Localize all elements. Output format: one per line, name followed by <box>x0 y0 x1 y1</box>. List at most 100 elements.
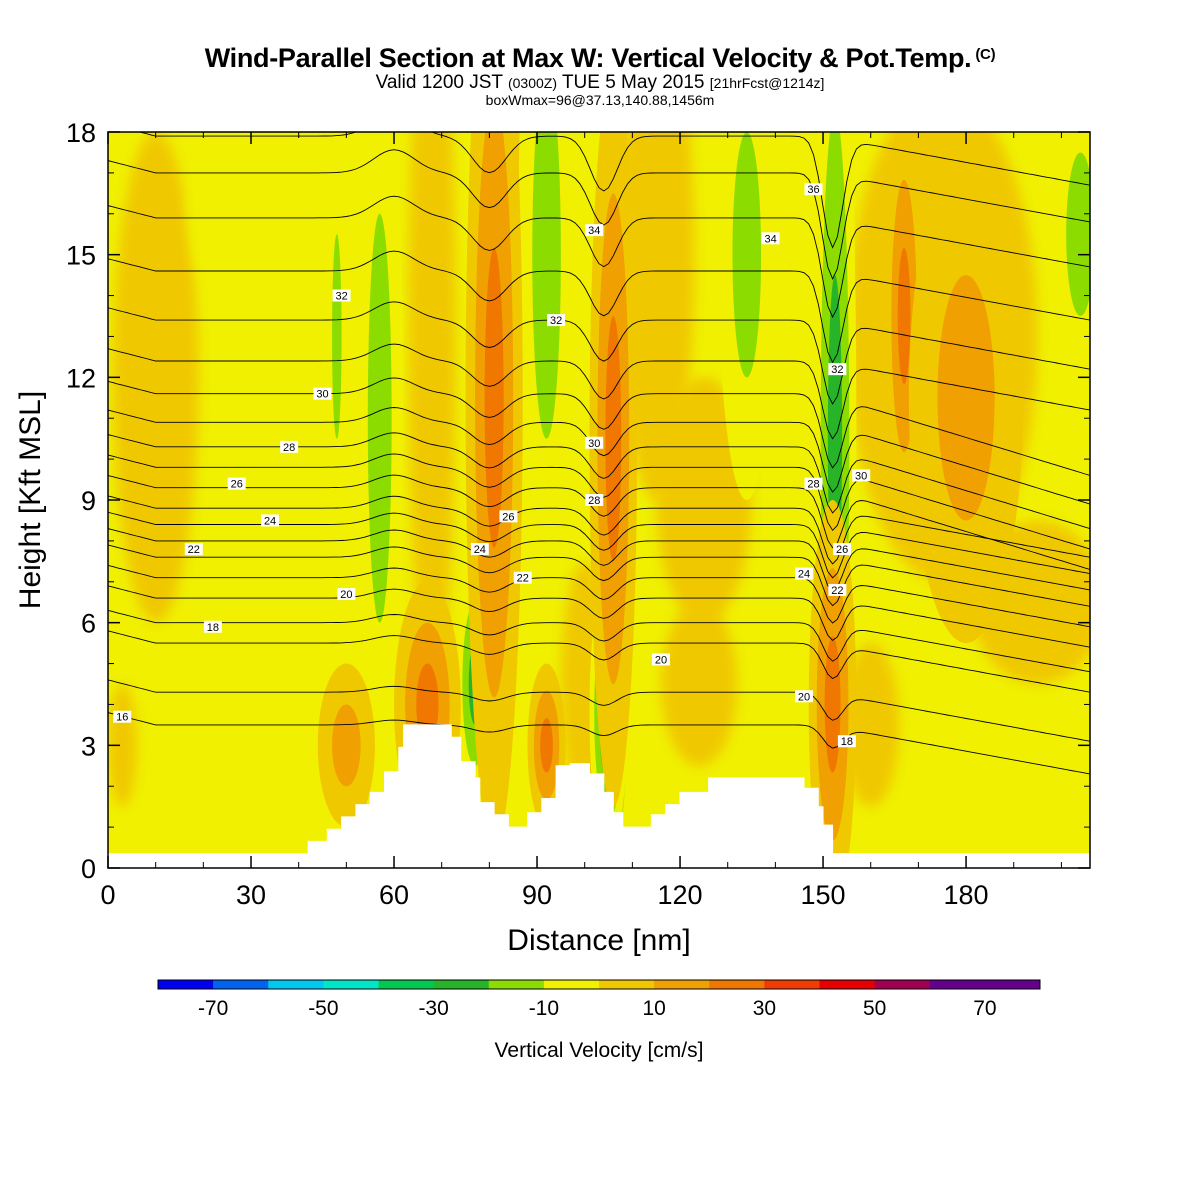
downdraft-cell <box>1066 152 1090 316</box>
colorbar-swatch <box>874 980 931 989</box>
colorbar-tick-label: 30 <box>753 997 776 1020</box>
contour-label: 18 <box>207 622 219 634</box>
contour-label: 24 <box>474 544 486 556</box>
contour-label-box <box>313 387 332 400</box>
colorbar-tick-label: 70 <box>973 997 996 1020</box>
contour-label: 32 <box>550 315 562 327</box>
contour-label-box <box>280 440 299 453</box>
contour-label: 30 <box>855 470 867 482</box>
isentrope-line <box>108 377 1090 476</box>
downdraft-cell <box>732 132 762 378</box>
updraft-cell <box>332 704 361 787</box>
isentrope-line <box>108 679 1090 742</box>
colorbar-swatch <box>929 980 986 989</box>
colorbar-swatch <box>323 980 379 989</box>
contour-label-box <box>761 232 780 245</box>
contour-label-box <box>852 469 871 482</box>
y-tick-label: 9 <box>81 486 96 516</box>
box-wmax-line: boxWmax=96@37.13,140.88,1456m <box>485 92 715 108</box>
colorbar-swatch <box>819 980 876 989</box>
x-axis-label: Distance [nm] <box>507 924 690 957</box>
y-tick-label: 0 <box>81 854 96 884</box>
contour-label-box <box>804 477 823 490</box>
plot-area: 16 18 20 22 24 26 28 30 32 24 26 22 32 34 30 28 20 34 36 32… <box>108 132 1090 868</box>
velocity-region <box>656 377 752 623</box>
downdraft-cell <box>532 132 561 439</box>
contour-label: 36 <box>807 184 819 196</box>
y-tick-label: 18 <box>66 118 96 148</box>
contour-label: 26 <box>502 511 514 523</box>
velocity-region <box>842 643 900 807</box>
x-tick-label: 180 <box>944 880 989 910</box>
colorbar-tick-label: 10 <box>642 997 665 1020</box>
valid-prefix: Valid 1200 JST <box>375 72 503 93</box>
colorbar-tick-label: 50 <box>863 997 886 1020</box>
contour-label-box <box>837 735 856 748</box>
contour-label-box <box>547 314 566 327</box>
isentrope-line <box>108 195 1090 319</box>
contour-label-box <box>499 510 518 523</box>
isentrope-line <box>137 132 1090 249</box>
colorbar-swatch <box>158 980 214 989</box>
contour-label-box <box>585 224 604 237</box>
terrain <box>108 724 1090 868</box>
contour-label-box <box>828 363 847 376</box>
contour-label-box <box>513 571 532 584</box>
isentrope-line <box>108 564 1090 628</box>
y-tick-label: 12 <box>66 363 96 393</box>
contour-label: 22 <box>517 573 529 585</box>
colorbar-tick-label: -30 <box>418 997 448 1020</box>
valid-utc: (0300Z) <box>507 75 557 91</box>
y-tick-label: 3 <box>81 731 96 761</box>
contour-label: 32 <box>335 291 347 303</box>
colorbar-swatch <box>599 980 655 989</box>
contour-label-box <box>585 436 604 449</box>
colorbar-swatch <box>984 980 1041 989</box>
contour-label: 22 <box>188 544 200 556</box>
isentrope-line <box>108 474 1090 570</box>
isentrope-line <box>108 250 1090 364</box>
colorbar-label: Vertical Velocity [cm/s] <box>495 1039 704 1062</box>
isentrope-line <box>108 528 1090 593</box>
contour-label: 34 <box>764 233 776 245</box>
contour-label-box <box>332 289 351 302</box>
colorbar-swatch <box>764 980 820 989</box>
isentrope-line <box>108 432 1090 530</box>
contour-label-box <box>337 588 356 601</box>
contour-label-box <box>227 477 246 490</box>
contour-label-box <box>804 183 823 196</box>
isentrope-line <box>108 407 1090 505</box>
isentrope-line <box>108 301 1090 405</box>
colorbar-frame <box>157 979 1041 990</box>
updraft-cell <box>540 718 553 773</box>
x-tick-label: 30 <box>236 880 266 910</box>
contour-label-box <box>833 543 852 556</box>
y-tick-label: 6 <box>81 609 96 639</box>
colorbar-tick-label: -10 <box>529 997 559 1020</box>
colorbar-swatch <box>709 980 765 989</box>
y-tick-label: 15 <box>66 241 96 271</box>
isentrope-line <box>108 343 1090 440</box>
contour-label: 18 <box>841 736 853 748</box>
contour-label-box <box>585 494 604 506</box>
colorbar-swatch <box>488 980 545 989</box>
contour-label: 30 <box>316 389 328 401</box>
isentrope-line <box>108 585 1090 648</box>
contour-label-box <box>113 710 132 723</box>
velocity-region <box>408 132 456 705</box>
downdraft-cell <box>332 234 342 439</box>
velocity-region <box>189 132 361 337</box>
contour-label: 28 <box>807 479 819 491</box>
contour-label-box <box>651 653 670 666</box>
colorbar-swatch <box>268 980 324 989</box>
contour-label: 26 <box>836 544 848 556</box>
contour-label: 20 <box>798 691 810 703</box>
colorbar-swatch <box>654 980 710 989</box>
x-tick-label: 0 <box>100 880 115 910</box>
contour-label: 30 <box>588 438 600 450</box>
contour-label-box <box>184 543 203 556</box>
contour-label-box <box>794 567 813 580</box>
colorbar-tick-label: -70 <box>198 997 228 1020</box>
contour-label: 28 <box>588 495 600 507</box>
contour-label-box <box>203 620 222 633</box>
